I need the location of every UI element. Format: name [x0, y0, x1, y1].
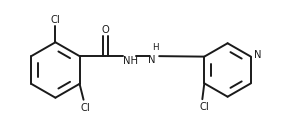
- Text: Cl: Cl: [199, 102, 209, 112]
- Text: O: O: [102, 25, 109, 35]
- Text: N: N: [148, 55, 156, 65]
- Text: H: H: [152, 43, 158, 52]
- Text: NH: NH: [123, 56, 138, 66]
- Text: Cl: Cl: [51, 14, 60, 25]
- Text: Cl: Cl: [81, 103, 90, 113]
- Text: N: N: [254, 50, 262, 60]
